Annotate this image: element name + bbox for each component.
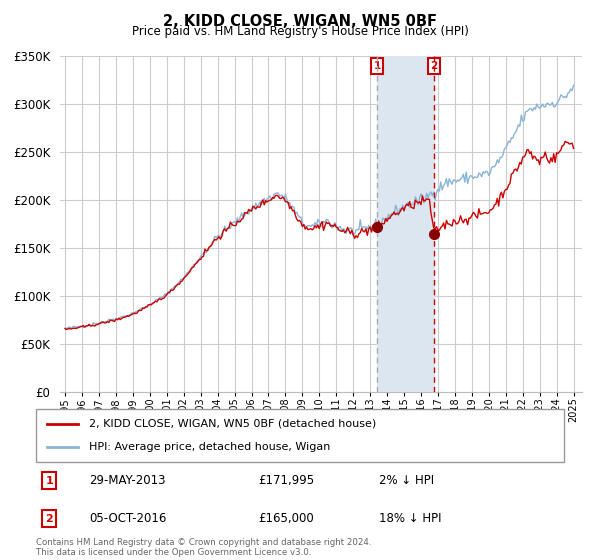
Text: Price paid vs. HM Land Registry's House Price Index (HPI): Price paid vs. HM Land Registry's House … (131, 25, 469, 38)
Text: 2: 2 (46, 514, 53, 524)
Text: 29-MAY-2013: 29-MAY-2013 (89, 474, 166, 487)
FancyBboxPatch shape (36, 409, 564, 462)
Text: HPI: Average price, detached house, Wigan: HPI: Average price, detached house, Wiga… (89, 442, 330, 452)
Text: £165,000: £165,000 (258, 512, 314, 525)
Text: 1: 1 (373, 61, 381, 71)
Text: 2: 2 (430, 61, 437, 71)
Bar (377, 56, 434, 392)
Text: 2, KIDD CLOSE, WIGAN, WN5 0BF (detached house): 2, KIDD CLOSE, WIGAN, WN5 0BF (detached … (89, 419, 376, 429)
Text: 1: 1 (46, 476, 53, 486)
Text: 2% ↓ HPI: 2% ↓ HPI (379, 474, 434, 487)
Text: 2, KIDD CLOSE, WIGAN, WN5 0BF: 2, KIDD CLOSE, WIGAN, WN5 0BF (163, 14, 437, 29)
Text: 18% ↓ HPI: 18% ↓ HPI (379, 512, 442, 525)
Text: 05-OCT-2016: 05-OCT-2016 (89, 512, 166, 525)
Text: Contains HM Land Registry data © Crown copyright and database right 2024.
This d: Contains HM Land Registry data © Crown c… (36, 538, 371, 557)
Text: £171,995: £171,995 (258, 474, 314, 487)
